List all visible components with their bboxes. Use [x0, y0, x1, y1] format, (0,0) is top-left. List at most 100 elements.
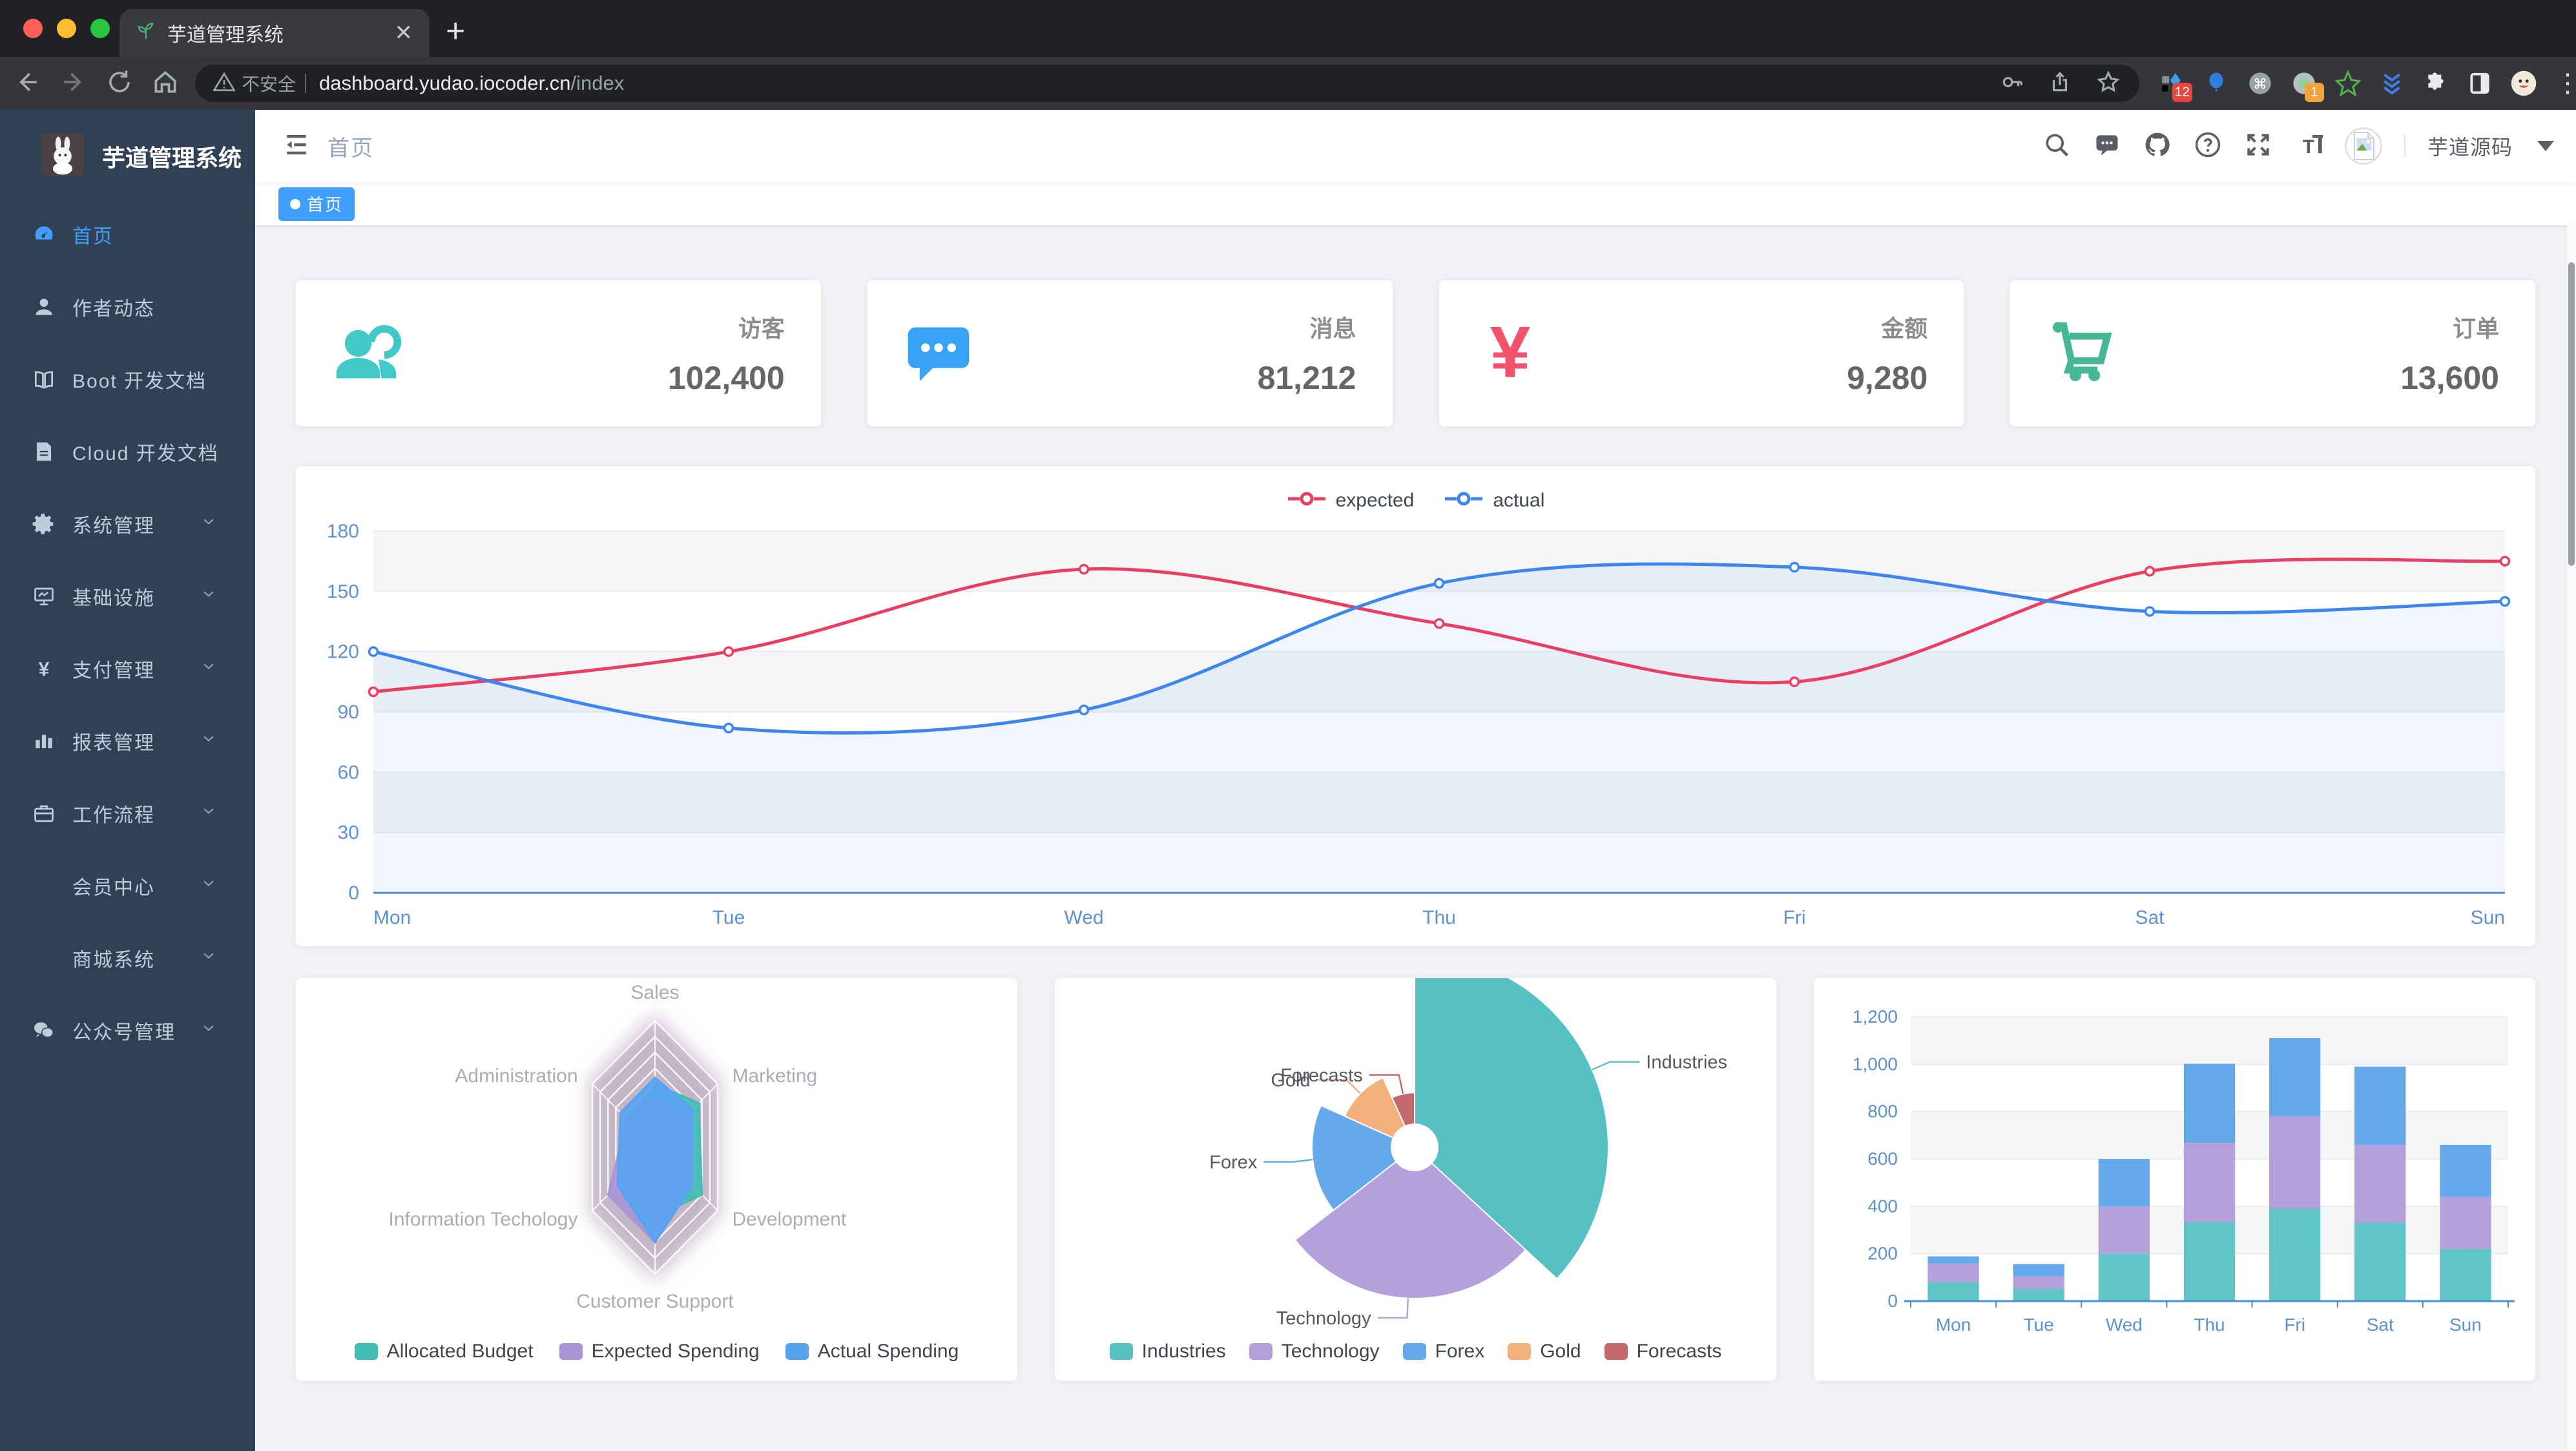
- address-bar[interactable]: 不安全 dashboard.yudao.iocoder.cn/index: [195, 65, 2139, 102]
- tab-close-icon[interactable]: ✕: [394, 21, 413, 45]
- sidebar-item-label: 支付管理: [72, 660, 155, 682]
- extension-tag-manager-icon[interactable]: 12: [2159, 70, 2192, 102]
- stat-value: 9,280: [1847, 360, 1928, 396]
- tab-title: 芋道管理系统: [167, 25, 284, 46]
- sidebar-item-home[interactable]: 首页: [0, 198, 255, 271]
- sidebar-item-workflow[interactable]: 工作流程: [0, 777, 255, 850]
- cart-icon: [2046, 317, 2116, 390]
- pie-chart-card: Industries Technology Forex Gold Forecasts I…: [1055, 952, 1776, 1381]
- svg-text:1,000: 1,000: [1853, 1054, 1898, 1074]
- extension-star-icon[interactable]: [2334, 70, 2362, 97]
- stat-card-orders[interactable]: 订单 13,600: [2010, 280, 2535, 426]
- legend-label: Industries: [1141, 1341, 1226, 1362]
- stat-label: 金额: [1881, 315, 1928, 342]
- legend-item-expected[interactable]: expected: [1287, 490, 1415, 512]
- sidebar-item-boot-docs[interactable]: Boot 开发文档: [0, 343, 255, 415]
- page-scrollbar[interactable]: [2567, 220, 2576, 1451]
- avatar[interactable]: [2344, 127, 2382, 165]
- home-icon[interactable]: [151, 68, 180, 99]
- legend-item-actual-spending[interactable]: Actual Spending: [785, 1341, 959, 1362]
- extension-command-icon[interactable]: ⌘: [2247, 70, 2274, 97]
- svg-text:Marketing: Marketing: [732, 1065, 818, 1087]
- sidebar-item-wechat-mgmt[interactable]: 公众号管理: [0, 994, 255, 1067]
- svg-text:Customer Support: Customer Support: [576, 1291, 734, 1312]
- chat-icon: [904, 317, 973, 390]
- chevron-down-icon: [200, 729, 218, 753]
- bar-chart-card: 0 200 400 600 800 1,000 1,200 Mon Tue Wed Thu Fri Sa…: [1814, 978, 2535, 1381]
- security-warning-icon[interactable]: [212, 71, 236, 96]
- sidebar-item-label: 报表管理: [72, 733, 155, 754]
- github-icon[interactable]: [2143, 130, 2172, 162]
- window-minimize-button[interactable]: [57, 19, 76, 38]
- svg-text:Thu: Thu: [2194, 1315, 2225, 1335]
- stat-label: 消息: [1309, 315, 1356, 342]
- fullscreen-icon[interactable]: [2244, 130, 2272, 162]
- sidebar-item-system-mgmt[interactable]: 系统管理: [0, 488, 255, 560]
- hamburger-icon[interactable]: [282, 130, 311, 162]
- legend-label: Allocated Budget: [386, 1341, 534, 1362]
- legend-swatch: [1249, 1343, 1272, 1360]
- legend-item-forex[interactable]: Forex: [1402, 1341, 1484, 1362]
- window-close-button[interactable]: [23, 19, 43, 38]
- extension-recorder-icon[interactable]: 1: [2290, 70, 2324, 102]
- sidebar-item-member-center[interactable]: 会员中心: [0, 850, 255, 922]
- stat-card-amount[interactable]: ¥ 金额 9,280: [1439, 280, 1964, 426]
- app-title: 芋道管理系统: [102, 144, 242, 171]
- password-key-icon[interactable]: [2000, 70, 2024, 98]
- reload-icon[interactable]: [106, 68, 133, 99]
- sidebar-item-label: Boot 开发文档: [72, 371, 207, 392]
- svg-text:Sat: Sat: [2135, 907, 2165, 925]
- legend-item-technology[interactable]: Technology: [1249, 1341, 1380, 1362]
- profile-avatar-icon[interactable]: [2510, 70, 2537, 97]
- svg-text:Mon: Mon: [373, 907, 411, 925]
- sidebar-item-cloud-docs[interactable]: Cloud 开发文档: [0, 415, 255, 488]
- legend-label: Actual Spending: [817, 1341, 959, 1362]
- forward-icon[interactable]: [59, 68, 88, 99]
- app-header: 首页 TT 芋道源码: [255, 110, 2576, 182]
- legend-swatch: [1402, 1343, 1426, 1360]
- extension-chevrons-icon[interactable]: [2378, 70, 2405, 97]
- extension-balloon-icon[interactable]: [2203, 70, 2230, 97]
- legend-item-allocated-budget[interactable]: Allocated Budget: [354, 1341, 534, 1362]
- legend-label: expected: [1335, 490, 1415, 511]
- sidebar-item-report-mgmt[interactable]: 报表管理: [0, 705, 255, 777]
- svg-text:Sun: Sun: [2471, 907, 2505, 925]
- sidebar-panel-icon[interactable]: [2466, 70, 2493, 97]
- user-menu-caret-icon[interactable]: [2537, 141, 2554, 151]
- legend-item-expected-spending[interactable]: Expected Spending: [559, 1341, 760, 1362]
- sidebar-item-payment-mgmt[interactable]: ¥ 支付管理: [0, 632, 255, 705]
- search-icon[interactable]: [2042, 130, 2071, 162]
- legend-line-glyph: [1287, 490, 1327, 512]
- username[interactable]: 芋道源码: [2427, 136, 2513, 159]
- legend-item-gold[interactable]: Gold: [1508, 1341, 1581, 1362]
- stat-card-messages[interactable]: 消息 81,212: [867, 280, 1393, 426]
- favicon-icon: [136, 22, 156, 45]
- browser-tab[interactable]: 芋道管理系统 ✕: [119, 9, 430, 57]
- tag-home[interactable]: 首页: [278, 187, 355, 221]
- sidebar-item-label: 公众号管理: [72, 1022, 176, 1043]
- window-zoom-button[interactable]: [90, 19, 110, 38]
- browser-menu-icon[interactable]: ⋮: [2555, 69, 2576, 98]
- sidebar-item-infrastructure[interactable]: 基础设施: [0, 560, 255, 632]
- sidebar-item-mall-system[interactable]: 商城系统: [0, 922, 255, 994]
- extensions-puzzle-icon[interactable]: [2422, 70, 2449, 97]
- new-tab-button[interactable]: +: [446, 12, 466, 50]
- svg-text:180: 180: [327, 521, 359, 542]
- sidebar-item-author-feed[interactable]: 作者动态: [0, 271, 255, 343]
- url-text[interactable]: dashboard.yudao.iocoder.cn/index: [319, 72, 625, 94]
- sidebar-logo[interactable]: 芋道管理系统: [0, 110, 255, 198]
- legend-item-forecasts[interactable]: Forecasts: [1604, 1341, 1721, 1362]
- stat-card-visitors[interactable]: 访客 102,400: [296, 280, 821, 426]
- message-icon[interactable]: [2093, 130, 2121, 162]
- help-icon[interactable]: [2194, 130, 2222, 162]
- bookmark-star-icon[interactable]: [2095, 69, 2121, 98]
- breadcrumb[interactable]: 首页: [327, 136, 374, 161]
- stat-value: 81,212: [1257, 360, 1356, 396]
- back-icon[interactable]: [13, 68, 41, 99]
- share-icon[interactable]: [2048, 70, 2072, 98]
- legend-item-actual[interactable]: actual: [1444, 490, 1544, 512]
- legend-item-industries[interactable]: Industries: [1109, 1341, 1226, 1362]
- svg-text:Fri: Fri: [2284, 1315, 2305, 1335]
- font-size-icon[interactable]: TT: [2294, 129, 2329, 162]
